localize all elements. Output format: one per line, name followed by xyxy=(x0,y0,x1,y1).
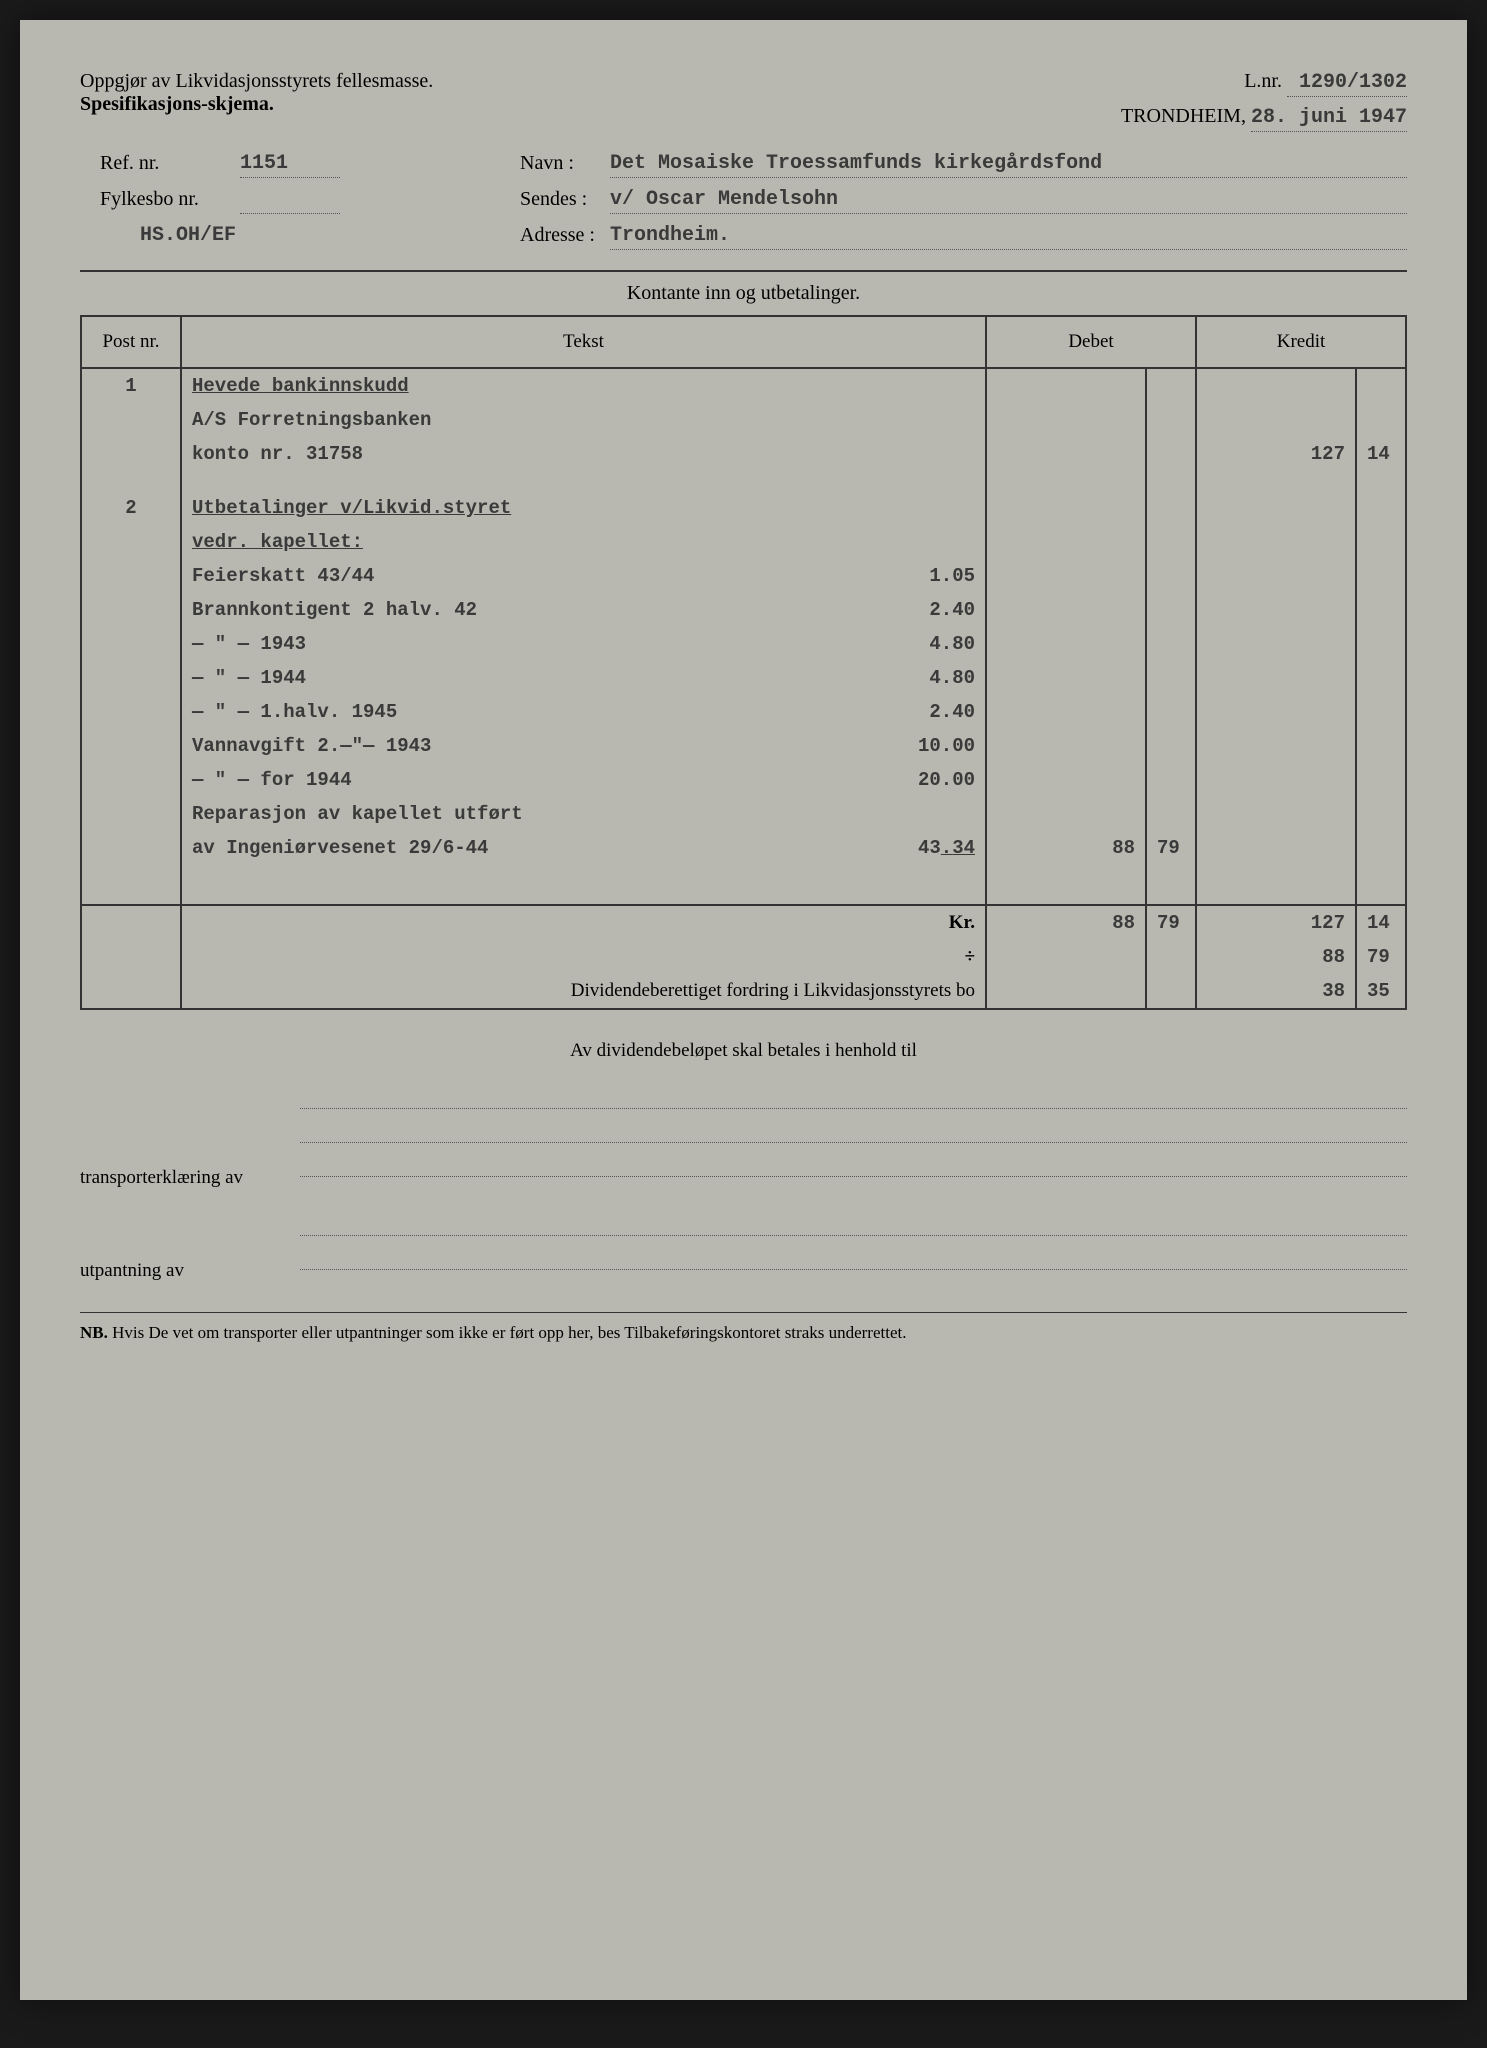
divider xyxy=(80,270,1407,272)
table-row: — " — 19444.80 xyxy=(81,661,1406,695)
table-row: 2Utbetalinger v/Likvid.styret xyxy=(81,491,1406,525)
totals-dividend-row: Dividendeberettiget fordring i Likvidasj… xyxy=(81,974,1406,1009)
header: Oppgjør av Likvidasjonsstyrets fellesmas… xyxy=(80,70,1407,132)
table-row: — " — for 194420.00 xyxy=(81,763,1406,797)
footer: Av dividendebeløpet skal betales i henho… xyxy=(80,1040,1407,1343)
section-title: Kontante inn og utbetalinger. xyxy=(80,282,1407,305)
table-row: av Ingeniørvesenet 29/6-4443.348879 xyxy=(81,831,1406,865)
lnr-value: 1290/1302 xyxy=(1287,71,1407,97)
minus-label: ÷ xyxy=(181,940,986,974)
minus-dec: 79 xyxy=(1367,946,1390,968)
utpantning-row: utpantning av xyxy=(80,1214,1407,1282)
ref-value: 1151 xyxy=(240,152,340,178)
th-kredit: Kredit xyxy=(1196,316,1406,368)
code-value: HS.OH/EF xyxy=(100,224,240,250)
minus-int: 88 xyxy=(1285,946,1345,968)
th-debet: Debet xyxy=(986,316,1196,368)
tot-debet-int: 88 xyxy=(1075,912,1135,934)
table-header-row: Post nr. Tekst Debet Kredit xyxy=(81,316,1406,368)
table-row: konto nr. 3175812714 xyxy=(81,437,1406,471)
transport-row: transporterklæring av xyxy=(80,1087,1407,1189)
header-left: Oppgjør av Likvidasjonsstyrets fellesmas… xyxy=(80,70,433,116)
navn-label: Navn : xyxy=(520,152,610,178)
title-line2: Spesifikasjons-skjema. xyxy=(80,93,433,116)
meta-row-ref: Ref. nr. 1151 Navn : Det Mosaiske Troess… xyxy=(100,152,1407,178)
table-row: Brannkontigent 2 halv. 422.40 xyxy=(81,593,1406,627)
sendes-value: v/ Oscar Mendelsohn xyxy=(610,188,1407,214)
lnr-line: L.nr. 1290/1302 xyxy=(1121,70,1407,97)
nb-label: NB. xyxy=(80,1323,108,1342)
date: 28. juni 1947 xyxy=(1251,106,1407,132)
meta-row-code: HS.OH/EF Adresse : Trondheim. xyxy=(100,224,1407,250)
ledger-body: 1Hevede bankinnskuddA/S Forretningsbanke… xyxy=(81,368,1406,905)
table-row xyxy=(81,865,1406,885)
fylkesbo-label: Fylkesbo nr. xyxy=(100,188,240,214)
table-row: vedr. kapellet: xyxy=(81,525,1406,559)
date-line: TRONDHEIM, 28. juni 1947 xyxy=(1121,105,1407,132)
nb-text: Hvis De vet om transporter eller utpantn… xyxy=(112,1323,906,1342)
meta-section: Ref. nr. 1151 Navn : Det Mosaiske Troess… xyxy=(80,152,1407,250)
th-post: Post nr. xyxy=(81,316,181,368)
tot-kredit-dec: 14 xyxy=(1367,912,1390,934)
totals-body: Kr. 88 79 127 14 ÷ 88 79 Dividendeberett… xyxy=(81,905,1406,1009)
transport-label: transporterklæring av xyxy=(80,1167,300,1189)
ledger-table: Post nr. Tekst Debet Kredit 1Hevede bank… xyxy=(80,315,1407,1010)
result-dec: 35 xyxy=(1367,980,1390,1002)
result-int: 38 xyxy=(1285,980,1345,1002)
navn-value: Det Mosaiske Troessamfunds kirkegårdsfon… xyxy=(610,152,1407,178)
table-row: — " — 19434.80 xyxy=(81,627,1406,661)
th-tekst: Tekst xyxy=(181,316,986,368)
totals-kr-row: Kr. 88 79 127 14 xyxy=(81,905,1406,940)
table-row: Feierskatt 43/441.05 xyxy=(81,559,1406,593)
utpantning-lines xyxy=(300,1214,1407,1282)
totals-minus-row: ÷ 88 79 xyxy=(81,940,1406,974)
title-line1: Oppgjør av Likvidasjonsstyrets fellesmas… xyxy=(80,70,433,93)
sendes-label: Sendes : xyxy=(520,188,610,214)
table-row: Reparasjon av kapellet utført xyxy=(81,797,1406,831)
table-row: 1Hevede bankinnskudd xyxy=(81,368,1406,403)
header-right: L.nr. 1290/1302 TRONDHEIM, 28. juni 1947 xyxy=(1121,70,1407,132)
lnr-label: L.nr. xyxy=(1244,70,1282,92)
table-row xyxy=(81,885,1406,905)
tot-kredit-int: 127 xyxy=(1285,912,1345,934)
ref-label: Ref. nr. xyxy=(100,152,240,178)
city: TRONDHEIM, xyxy=(1121,105,1246,127)
table-row: A/S Forretningsbanken xyxy=(81,403,1406,437)
transport-lines xyxy=(300,1087,1407,1189)
table-row: — " — 1.halv. 19452.40 xyxy=(81,695,1406,729)
meta-row-fylkesbo: Fylkesbo nr. Sendes : v/ Oscar Mendelsoh… xyxy=(100,188,1407,214)
dividend-label: Dividendeberettiget fordring i Likvidasj… xyxy=(181,974,986,1009)
fylkesbo-value xyxy=(240,188,340,214)
adresse-value: Trondheim. xyxy=(610,224,1407,250)
table-row xyxy=(81,471,1406,491)
adresse-label: Adresse : xyxy=(520,224,610,250)
footer-center: Av dividendebeløpet skal betales i henho… xyxy=(80,1040,1407,1062)
utpantning-label: utpantning av xyxy=(80,1260,300,1282)
document-page: Oppgjør av Likvidasjonsstyrets fellesmas… xyxy=(20,20,1467,2000)
tot-debet-dec: 79 xyxy=(1157,912,1180,934)
table-row: Vannavgift 2.—"— 194310.00 xyxy=(81,729,1406,763)
kr-label: Kr. xyxy=(181,905,986,940)
nb-note: NB. Hvis De vet om transporter eller utp… xyxy=(80,1312,1407,1343)
